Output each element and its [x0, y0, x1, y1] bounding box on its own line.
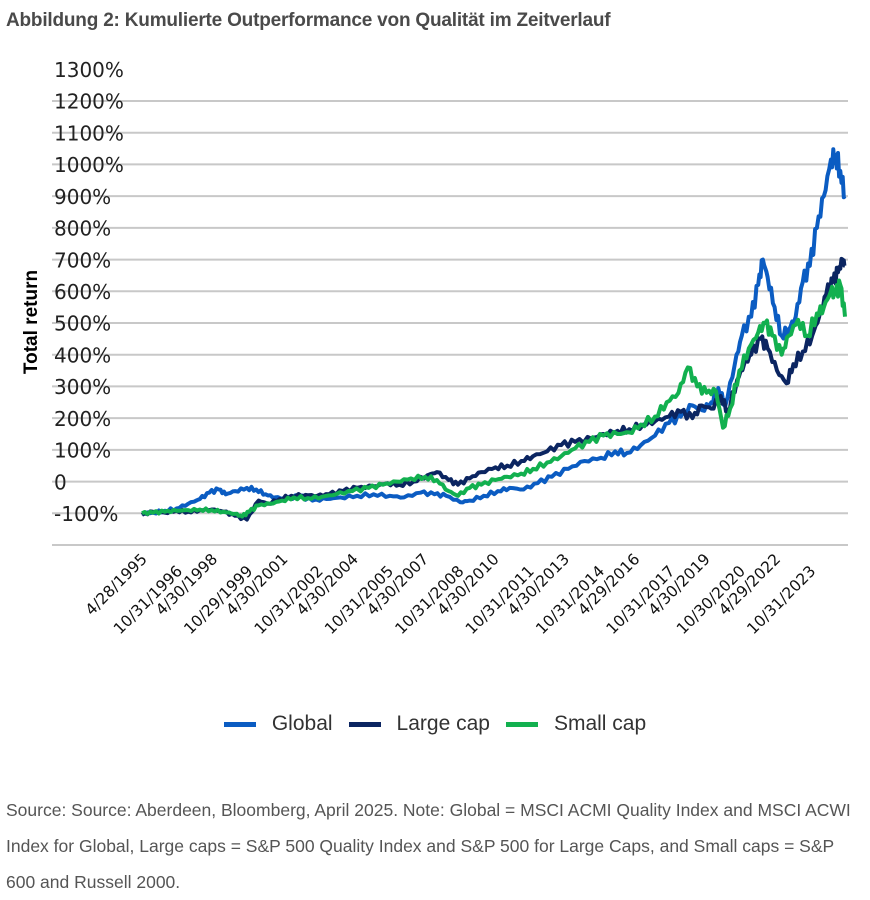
y-tick-label: -100% — [54, 502, 118, 526]
legend-item-global[interactable]: Global — [223, 712, 333, 736]
series-line-small-cap — [141, 278, 847, 519]
legend-item-large-cap[interactable]: Large cap — [348, 712, 490, 736]
y-tick-label: 600% — [54, 280, 111, 304]
legend-label: Global — [271, 712, 333, 735]
legend-swatch-global — [223, 721, 256, 727]
y-tick-label: 1300% — [54, 58, 124, 82]
legend-swatch-large-cap — [348, 721, 381, 727]
y-axis-label: Total return — [21, 270, 42, 374]
y-tick-label: 700% — [54, 248, 111, 272]
y-tick-label: 900% — [54, 185, 111, 209]
y-tick-label: 200% — [54, 407, 111, 431]
line-chart: 1300% 1200% 1100% 1000% 900% 800% 700% 600% 500%… — [21, 58, 848, 638]
series-line-global — [141, 147, 847, 516]
y-tick-label: 800% — [54, 217, 111, 241]
series-lines — [140, 147, 847, 522]
x-axis-ticks: 4/28/199510/31/19964/30/199810/29/19994/… — [82, 550, 819, 638]
y-tick-label: 100% — [54, 439, 111, 463]
y-tick-label: 500% — [54, 312, 111, 336]
legend-swatch-small-cap — [505, 721, 538, 727]
legend: Global Large cap Small cap — [0, 712, 870, 736]
y-tick-label: 1000% — [54, 153, 124, 177]
gridlines — [52, 100, 848, 546]
y-tick-label: 1200% — [54, 90, 124, 114]
y-axis-ticks: 1300% 1200% 1100% 1000% 900% 800% 700% 600% 500%… — [54, 58, 124, 526]
legend-label: Small cap — [553, 712, 647, 735]
y-tick-label: 0 — [54, 470, 67, 494]
y-tick-label: 300% — [54, 375, 111, 399]
y-tick-label: 1100% — [54, 121, 124, 145]
chart-title: Abbildung 2: Kumulierte Outperformance v… — [6, 10, 611, 31]
legend-label: Large cap — [396, 712, 490, 735]
legend-item-small-cap[interactable]: Small cap — [505, 712, 647, 736]
source-note: Source: Source: Aberdeen, Bloomberg, Apr… — [6, 800, 851, 892]
y-tick-label: 400% — [54, 343, 111, 367]
